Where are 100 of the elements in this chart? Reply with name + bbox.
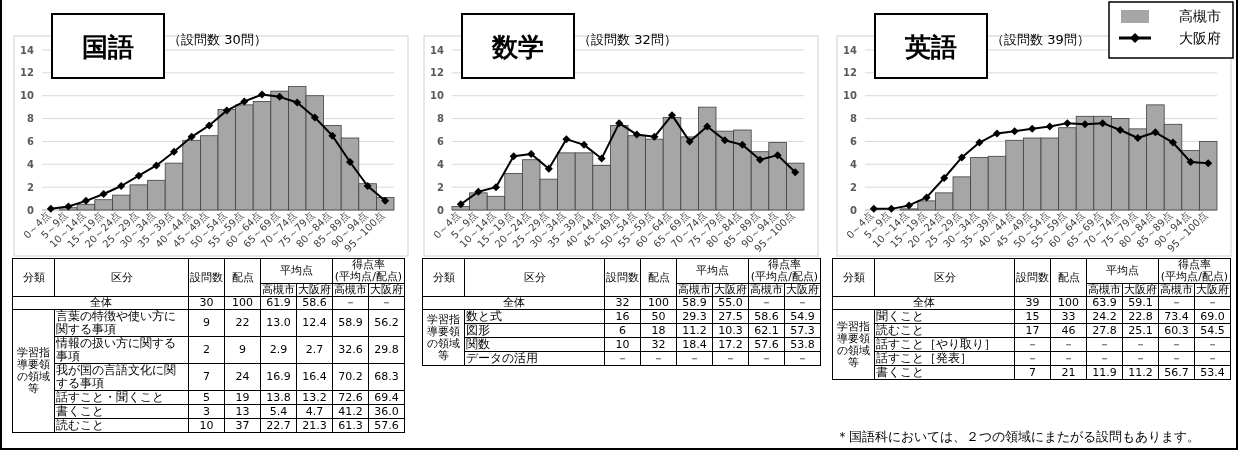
point (328, 131, 337, 140)
category-label: 我が国の言語文化に関する事項 (56, 363, 176, 390)
category-label: 配点 (1050, 258, 1087, 297)
point (632, 130, 641, 139)
category-label: 配点 (224, 258, 261, 297)
text: 58.9 (682, 296, 707, 309)
text: 得点率 (1178, 258, 1211, 271)
category-label: 全体 (89, 296, 112, 309)
text: 区分 (464, 258, 605, 297)
text: 63.9 (1092, 296, 1117, 309)
text: 6 (619, 323, 626, 337)
text: 100 (1058, 296, 1079, 309)
point (1098, 119, 1107, 128)
category-label: 聞くこと (876, 309, 924, 323)
point (1151, 128, 1160, 137)
text: 27.5 (718, 309, 743, 323)
y-tick-label: 4 (437, 158, 445, 170)
point (650, 132, 659, 141)
text: 学習指導要領の領域等 (422, 309, 465, 366)
y-tick-label: 12 (430, 67, 445, 79)
chart-subtitle: （設問数 39問） (991, 32, 1090, 47)
category-label: 高槻市 (748, 283, 785, 297)
point (492, 183, 500, 192)
text: 分類 (422, 258, 465, 297)
text: 61.3 (338, 418, 363, 432)
category-label: 高槻市 (1086, 283, 1123, 297)
y-tick-label: 0 (437, 204, 445, 216)
text: 57.6 (754, 337, 779, 351)
category-label: 大阪府 (784, 283, 821, 297)
text: － (1135, 351, 1146, 365)
y-tick-label: 2 (27, 181, 35, 193)
text: 60.3 (1164, 323, 1189, 337)
point (152, 161, 161, 170)
text: － (1027, 351, 1038, 365)
point (940, 174, 949, 182)
text: 得点率 (768, 258, 801, 271)
category-label: 言葉の特徴や使い方に関する事項 (56, 309, 176, 336)
text: － (1099, 351, 1110, 365)
category-label: 全体 (912, 296, 935, 309)
text: 22 (235, 316, 250, 329)
text: 69.0 (1200, 309, 1225, 323)
text: 16 (615, 309, 630, 323)
y-tick-label: 6 (437, 135, 445, 147)
text: 33 (1061, 309, 1076, 323)
y-tick-label: 4 (27, 158, 35, 170)
point (82, 196, 90, 205)
text: 12.4 (302, 316, 327, 329)
point (187, 132, 196, 141)
text: 24.2 (1092, 309, 1117, 323)
point (1063, 119, 1072, 128)
category-label: 設問数 (188, 258, 225, 297)
category-label: 大阪府 (296, 283, 333, 297)
point (905, 201, 913, 210)
text: 10.3 (718, 323, 743, 337)
text: 区分 (54, 258, 189, 297)
text: － (797, 351, 808, 365)
category-label: 高槻市 (676, 283, 713, 297)
text: － (1027, 337, 1038, 351)
point (597, 154, 606, 163)
text: 15 (1025, 309, 1040, 323)
point (1204, 159, 1213, 168)
text: 学習指導要領の領域等 (832, 309, 875, 380)
point (668, 111, 676, 120)
point (275, 92, 284, 101)
point (99, 190, 108, 198)
text: (平均点/配点) (750, 270, 819, 283)
text: 32.6 (338, 343, 363, 356)
text: 21.3 (302, 418, 327, 432)
point (527, 150, 536, 158)
y-tick-label: 4 (850, 158, 858, 170)
text: － (617, 351, 628, 365)
point (869, 204, 878, 213)
point (258, 90, 266, 99)
text: 19 (235, 390, 250, 404)
y-tick-label: 0 (27, 204, 35, 216)
category-label: 話すこと［発表］ (876, 351, 972, 365)
text: 30 (199, 296, 214, 309)
point (346, 158, 354, 166)
y-tick-label: 12 (843, 67, 858, 79)
category-label: 高槻市 (332, 283, 369, 297)
y-tick-label: 10 (20, 90, 35, 102)
text: (平均点/配点) (334, 270, 403, 283)
category-label: 高槻市 (260, 283, 297, 297)
text: 59.1 (1128, 296, 1153, 309)
category-label: 書くこと (56, 404, 104, 418)
text: 11.2 (1128, 365, 1153, 379)
y-tick-label: 8 (27, 113, 35, 125)
point (293, 98, 302, 107)
text: 61.9 (266, 296, 291, 309)
text: － (1171, 351, 1182, 365)
text: － (1207, 351, 1218, 365)
y-tick-label: 0 (850, 204, 858, 216)
y-tick-label: 2 (850, 181, 858, 193)
text: 29.8 (374, 343, 399, 356)
text: 13.8 (266, 390, 291, 404)
text: 13.2 (302, 390, 327, 404)
text: 18.4 (682, 337, 707, 351)
point (1010, 127, 1019, 136)
text: 32 (651, 337, 666, 351)
text: 2 (203, 343, 210, 356)
